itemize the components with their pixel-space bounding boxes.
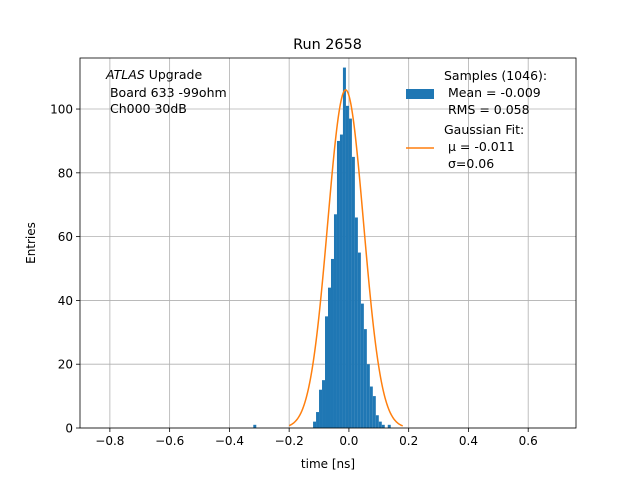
x-tick-label: −0.2 (275, 434, 304, 448)
gaussian-fit-curve (288, 89, 403, 427)
histogram-bar (322, 380, 326, 428)
x-tick-label: 0.2 (399, 434, 418, 448)
histogram-bar (342, 67, 346, 428)
histogram-bar (253, 424, 257, 428)
svg-text:ATLAS Upgrade: ATLAS Upgrade (105, 67, 202, 82)
y-tick-label: 100 (50, 103, 73, 117)
y-tick-label: 0 (65, 422, 73, 436)
histogram-bar (348, 118, 352, 428)
x-axis-label: time [ns] (301, 457, 355, 471)
plot-frame (79, 57, 577, 429)
legend: Samples (1046): Mean = -0.009 RMS = 0.05… (406, 68, 547, 171)
x-tick-label: −0.8 (95, 434, 124, 448)
histogram-bar (363, 329, 367, 428)
histogram-bar (354, 217, 358, 428)
board-label: Board 633 -99ohm (106, 85, 227, 100)
x-tick-label: 0.4 (459, 434, 478, 448)
histogram-bar (357, 252, 361, 428)
histogram-bar (351, 156, 355, 428)
x-axis-ticks: −0.8 −0.6 −0.4 −0.2 0.0 0.2 0.4 0.6 (95, 428, 538, 448)
legend-fit-title: Gaussian Fit: (444, 122, 524, 137)
histogram-bar (316, 412, 320, 428)
histogram-bar (360, 303, 364, 428)
legend-samples-rms: RMS = 0.058 (444, 102, 530, 117)
y-tick-label: 60 (58, 230, 73, 244)
atlas-label: ATLAS (105, 67, 145, 82)
histogram-bar (387, 424, 391, 428)
histogram-bar (336, 140, 340, 428)
histogram-bar (369, 386, 373, 428)
x-tick-label: 0.6 (519, 434, 538, 448)
histogram-bar (339, 134, 343, 428)
histogram-bar (378, 421, 382, 428)
histogram-bar (319, 389, 323, 428)
histogram-bar (366, 364, 370, 428)
histogram-bar (333, 214, 337, 428)
y-axis-label: Entries (24, 222, 38, 264)
histogram-bar (313, 421, 317, 428)
histogram-bar (328, 287, 331, 428)
atlas-annotation: ATLAS Upgrade Board 633 -99ohm Ch000 30d… (105, 67, 227, 116)
y-tick-label: 20 (58, 358, 73, 372)
x-tick-label: 0.0 (339, 434, 358, 448)
channel-label: Ch000 30dB (106, 101, 187, 116)
histogram-bar (372, 396, 376, 428)
y-tick-label: 40 (58, 294, 73, 308)
legend-fit-sigma: σ=0.06 (444, 156, 494, 171)
histogram-bar (330, 258, 334, 428)
y-axis-ticks: 0 20 40 60 80 100 (50, 103, 80, 436)
x-tick-label: −0.4 (215, 434, 244, 448)
histogram-bars (253, 67, 391, 429)
histogram-bar (325, 316, 328, 428)
legend-samples-title: Samples (1046): (444, 68, 547, 83)
legend-samples-swatch (406, 89, 434, 99)
x-tick-label: −0.6 (155, 434, 184, 448)
histogram-bar (381, 424, 385, 428)
histogram-bar (345, 105, 349, 429)
upgrade-label: Upgrade (145, 67, 203, 82)
chart-title: Run 2658 (293, 37, 362, 53)
legend-fit-mu: μ = -0.011 (444, 139, 515, 154)
y-tick-label: 80 (58, 166, 73, 180)
legend-samples-mean: Mean = -0.009 (444, 85, 541, 100)
histogram-bar (375, 415, 379, 428)
